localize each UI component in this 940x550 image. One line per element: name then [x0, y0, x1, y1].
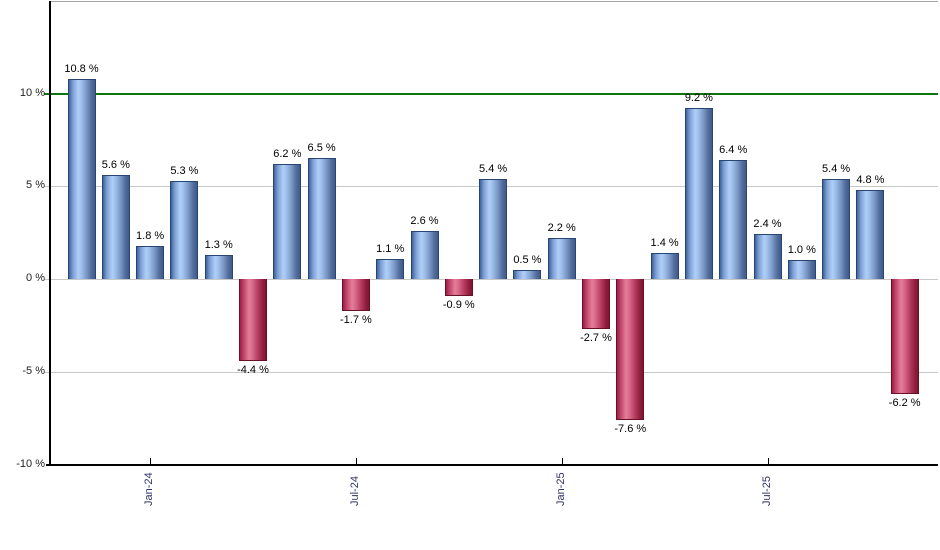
x-tick-label: Jul-24: [348, 476, 361, 506]
bar-value-label: -4.4 %: [237, 363, 269, 376]
x-tick: [150, 458, 152, 466]
bar-positive: [307, 158, 336, 279]
x-tick-label: Jan-25: [554, 472, 567, 506]
x-tick: [355, 458, 357, 466]
bar-negative: [239, 279, 267, 361]
gridline-0pct: [44, 279, 938, 280]
bar-value-label: 1.8 %: [136, 229, 165, 242]
bar-positive: [684, 108, 713, 279]
bar-value-label: 5.4 %: [479, 162, 508, 175]
bar-value-label: 1.1 %: [376, 242, 405, 255]
y-axis-line: [49, 1, 51, 466]
y-tick-label: -10 %: [16, 457, 45, 470]
bar-positive: [204, 254, 233, 279]
bar-positive: [136, 245, 165, 279]
y-tick-label: -5 %: [22, 364, 45, 377]
plot-top-border: [50, 1, 938, 2]
bar-positive: [273, 163, 302, 279]
bar-negative: [444, 279, 473, 296]
bar-negative: [890, 279, 919, 394]
bar-value-label: -1.7 %: [339, 313, 372, 326]
bar-positive: [753, 234, 782, 279]
bar-value-label: 2.2 %: [547, 222, 576, 235]
bar-negative: [582, 279, 610, 330]
bar-positive: [170, 180, 199, 279]
bar-value-label: 1.3 %: [204, 238, 233, 251]
bar-value-label: 0.5 %: [513, 253, 542, 266]
bar-value-label: -6.2 %: [888, 397, 921, 409]
bar-positive: [410, 230, 439, 279]
bar-positive: [650, 253, 679, 279]
bar-positive: [513, 269, 542, 279]
bar-value-label: 2.4 %: [753, 218, 782, 231]
bar-positive: [856, 189, 885, 279]
bar-value-label: -0.9 %: [442, 298, 475, 311]
x-tick: [767, 458, 769, 466]
bar-positive: [479, 178, 508, 279]
y-tick-label: 0 %: [26, 272, 45, 284]
bar-value-label: 5.3 %: [170, 164, 199, 177]
bar-value-label: -7.6 %: [614, 422, 647, 435]
bar-negative: [616, 279, 645, 420]
bar-positive: [719, 160, 748, 279]
x-tick-label: Jul-25: [760, 476, 773, 506]
y-tick-label: 10 %: [19, 86, 45, 99]
bar-negative: [341, 279, 370, 311]
bar-value-label: 6.4 %: [719, 144, 748, 157]
bar-positive: [376, 258, 405, 279]
bar-value-label: 6.2 %: [273, 147, 302, 160]
bar-value-label: 1.4 %: [650, 237, 679, 250]
bar-value-label: 2.6 %: [410, 214, 439, 227]
x-tick-label: Jan-24: [143, 472, 156, 506]
bar-value-label: -2.7 %: [580, 332, 612, 345]
bar-positive: [822, 178, 851, 279]
bar-value-label: 5.4 %: [822, 162, 851, 175]
bar-value-label: 5.6 %: [101, 159, 130, 172]
bar-positive: [101, 175, 130, 279]
y-tick-label: 5 %: [26, 179, 45, 192]
x-tick: [561, 458, 563, 466]
bar-value-label: 6.5 %: [307, 142, 336, 155]
bar-value-label: 1.0 %: [787, 244, 816, 257]
x-axis-line: [46, 464, 938, 466]
bar-positive: [547, 238, 576, 279]
reference-line-10pct: [44, 92, 938, 95]
gridline--5pct: [44, 371, 938, 373]
bar-value-label: 9.2 %: [684, 92, 713, 105]
bar-positive: [787, 260, 816, 279]
bar-positive: [67, 78, 96, 279]
bar-value-label: 4.8 %: [856, 173, 885, 186]
bar-value-label: 10.8 %: [64, 62, 99, 75]
